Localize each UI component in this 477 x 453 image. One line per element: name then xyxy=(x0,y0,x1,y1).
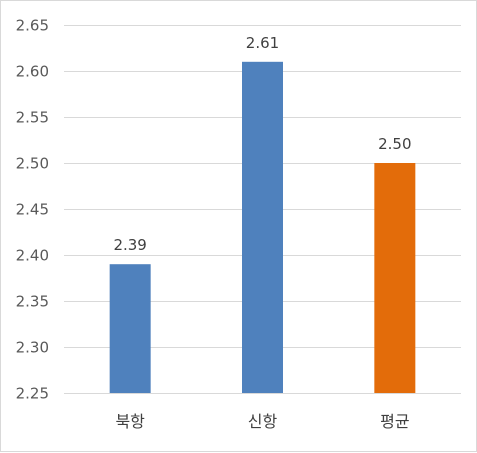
y-tick-label: 2.25 xyxy=(16,385,49,403)
data-label: 2.61 xyxy=(246,34,279,52)
bar-3 xyxy=(374,163,416,393)
y-tick-label: 2.45 xyxy=(16,201,49,219)
data-labels: 2.39 2.61 2.50 xyxy=(113,34,411,254)
y-tick-label: 2.35 xyxy=(16,293,49,311)
y-tick-label: 2.65 xyxy=(16,17,49,35)
x-category-label: 신항 xyxy=(248,412,278,431)
x-axis-category-labels: 북항 신항 평균 xyxy=(115,412,409,431)
x-category-label: 평균 xyxy=(380,412,409,431)
x-category-label: 북항 xyxy=(115,412,145,431)
y-tick-label: 2.50 xyxy=(16,155,49,173)
y-tick-label: 2.30 xyxy=(16,339,49,357)
bars xyxy=(109,61,416,394)
y-tick-label: 2.60 xyxy=(16,63,49,81)
bar-2 xyxy=(242,61,283,394)
y-tick-label: 2.40 xyxy=(16,247,49,265)
bar-1 xyxy=(109,264,151,393)
data-label: 2.39 xyxy=(113,236,146,254)
data-label: 2.50 xyxy=(378,135,411,153)
y-tick-label: 2.55 xyxy=(16,109,49,127)
y-axis-tick-labels: 2.25 2.30 2.35 2.40 2.45 2.50 2.55 2.60 2.65 xyxy=(16,17,49,403)
